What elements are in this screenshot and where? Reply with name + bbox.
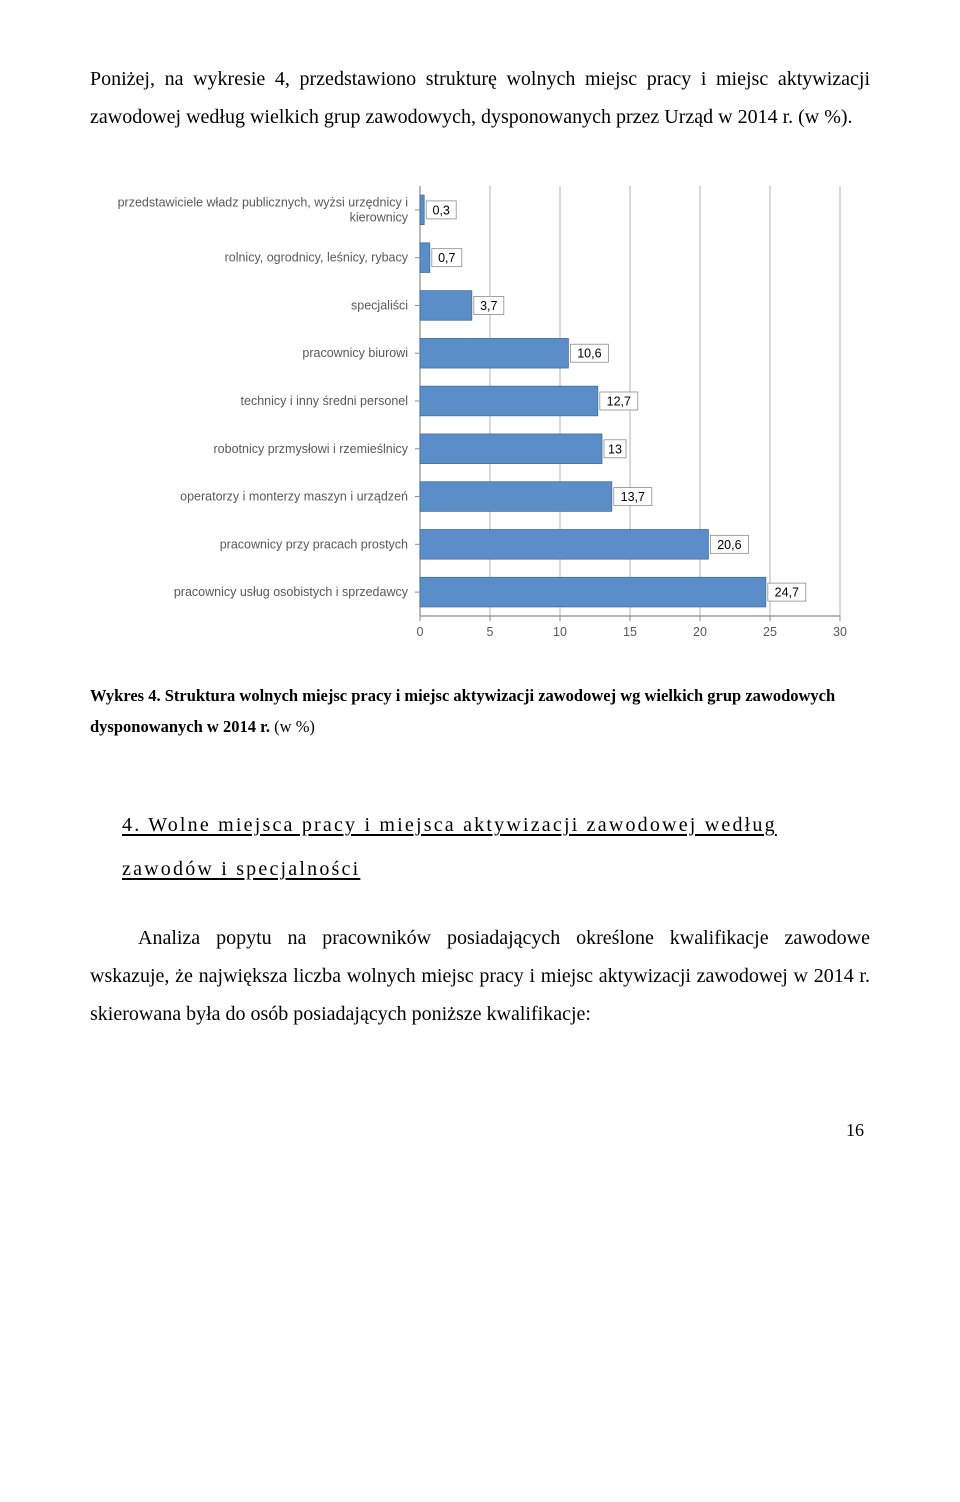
svg-text:specjaliści: specjaliści (351, 298, 408, 312)
svg-text:robotnicy przmysłowi i rzemieś: robotnicy przmysłowi i rzemieślnicy (214, 442, 409, 456)
svg-text:25: 25 (763, 625, 777, 639)
svg-text:3,7: 3,7 (480, 299, 497, 313)
svg-text:pracownicy przy pracach prosty: pracownicy przy pracach prostych (220, 537, 408, 551)
svg-text:13: 13 (608, 442, 622, 456)
analysis-paragraph: Analiza popytu na pracowników posiadając… (90, 919, 870, 1033)
occupations-bar-chart: 0 5 10 15 20 25 30 przedstawiciele władz public… (110, 176, 850, 656)
svg-text:15: 15 (623, 625, 637, 639)
svg-text:12,7: 12,7 (607, 395, 631, 409)
svg-text:0: 0 (417, 625, 424, 639)
svg-text:operatorzy i monterzy maszyn i: operatorzy i monterzy maszyn i urządzeń (180, 490, 408, 504)
page-number: 16 (90, 1113, 870, 1147)
svg-text:rolnicy, ogrodnicy, leśnicy, r: rolnicy, ogrodnicy, leśnicy, rybacy (225, 251, 409, 265)
svg-text:0,3: 0,3 (433, 203, 450, 217)
svg-text:13,7: 13,7 (621, 490, 645, 504)
svg-text:24,7: 24,7 (775, 586, 799, 600)
intro-paragraph: Poniżej, na wykresie 4, przedstawiono st… (90, 60, 870, 136)
svg-text:20,6: 20,6 (717, 538, 741, 552)
svg-text:pracownicy biurowi: pracownicy biurowi (302, 346, 408, 360)
svg-text:30: 30 (833, 625, 847, 639)
chart-caption: Wykres 4. Struktura wolnych miejsc pracy… (90, 680, 870, 743)
svg-text:technicy i inny średni persone: technicy i inny średni personel (241, 394, 408, 408)
caption-rest: (w %) (270, 717, 315, 736)
caption-bold: Wykres 4. Struktura wolnych miejsc pracy… (90, 686, 835, 736)
svg-text:5: 5 (487, 625, 494, 639)
svg-text:10: 10 (553, 625, 567, 639)
svg-text:kierownicy: kierownicy (350, 210, 409, 224)
svg-text:10,6: 10,6 (577, 347, 601, 361)
svg-text:pracownicy usług osobistych i: pracownicy usług osobistych i sprzedawcy (174, 585, 409, 599)
svg-text:20: 20 (693, 625, 707, 639)
section-heading: 4. Wolne miejsca pracy i miejsca aktywiz… (90, 803, 870, 891)
svg-text:0,7: 0,7 (438, 251, 455, 265)
svg-text:przedstawiciele władz publiczn: przedstawiciele władz publicznych, wyżsi… (118, 195, 408, 209)
chart-container: 0 5 10 15 20 25 30 przedstawiciele władz public… (90, 176, 870, 656)
